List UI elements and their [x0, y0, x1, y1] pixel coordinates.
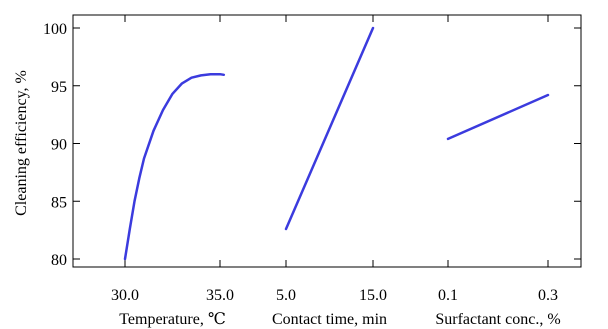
y-axis-ticks: 80 85 90 95 100: [43, 21, 581, 269]
x-axis-label-panel-1: Temperature, ℃: [119, 311, 226, 328]
x-axis-labels: Temperature, ℃ Contact time, min Surfactan…: [119, 311, 560, 328]
y-tick-label: 90: [51, 137, 67, 154]
plot-frame: [72, 14, 582, 268]
x-tick-label: 0.1: [438, 287, 458, 304]
series-line-panel-3: [446, 93, 550, 141]
x-tick-label: 5.0: [276, 287, 296, 304]
x-tick-label: 0.3: [538, 287, 558, 304]
series-line-panel-1: [123, 72, 226, 261]
x-axis-ticks: 30.0 35.0 5.0 15.0 0.1 0.3: [111, 15, 558, 304]
x-axis-label-panel-2: Contact time, min: [272, 311, 387, 328]
series-line-panel-2: [284, 26, 375, 231]
y-tick-label: 100: [43, 21, 67, 38]
x-tick-label: 15.0: [359, 287, 387, 304]
y-tick-label: 80: [51, 252, 67, 269]
x-tick-label: 30.0: [111, 287, 139, 304]
y-axis-label: Cleaning efficiency, %: [13, 70, 30, 216]
y-tick-label: 95: [51, 79, 67, 96]
x-tick-label: 35.0: [206, 287, 234, 304]
x-axis-label-panel-3: Surfactant conc., %: [435, 311, 560, 328]
series-lines: [123, 26, 550, 261]
y-tick-label: 85: [51, 194, 67, 211]
